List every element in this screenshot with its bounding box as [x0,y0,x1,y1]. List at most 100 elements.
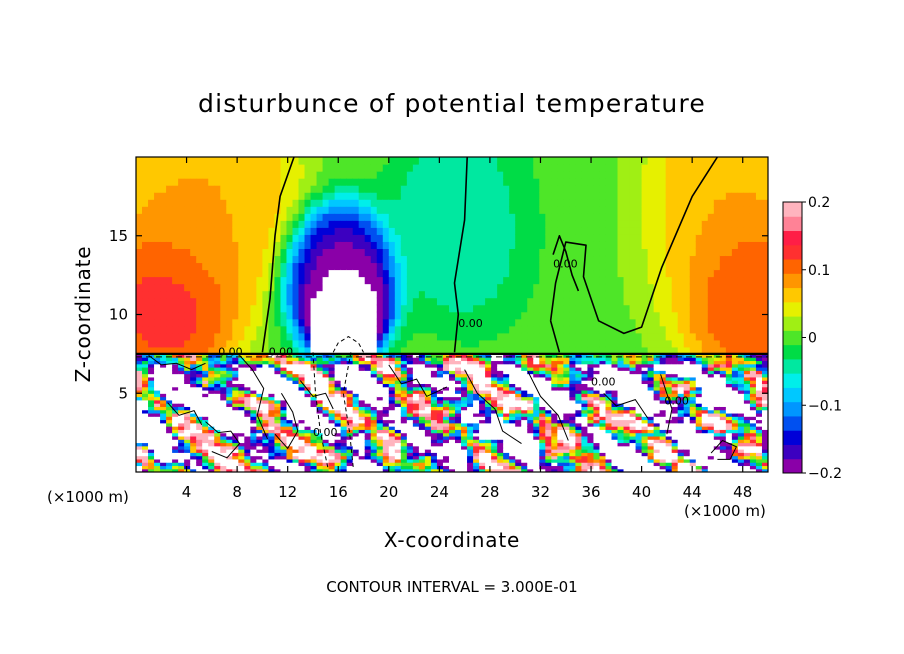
heatmap-cell [557,192,564,200]
heatmap-cell [406,339,414,348]
heatmap-cell [611,248,619,257]
heatmap-cell [509,192,516,200]
heatmap-cell [497,164,504,172]
heatmap-cell [268,445,276,450]
heatmap-cell [214,419,221,424]
heatmap-cell [160,383,167,388]
heatmap-cell [569,227,576,235]
heatmap-cell [268,332,276,341]
heatmap-cell [196,452,203,457]
heatmap-cell [310,416,318,421]
heatmap-cell [695,185,703,193]
heatmap-cell [232,262,239,271]
heatmap-cell [268,458,276,463]
heatmap-cell [430,396,438,401]
heatmap-cell [310,325,318,334]
heatmap-cell [142,346,149,355]
heatmap-cell [581,234,589,242]
heatmap-cell [364,297,372,306]
heatmap-cell [280,367,288,371]
heatmap-cell [208,248,215,257]
heatmap-cell [623,290,631,299]
heatmap-cell [623,192,631,200]
heatmap-cell [461,339,468,348]
heatmap-cell [286,373,294,378]
heatmap-cell [370,213,378,221]
heatmap-cell [340,389,348,394]
heatmap-cell [737,227,745,235]
heatmap-cell [256,318,263,327]
heatmap-cell [262,363,270,368]
heatmap-cell [358,370,366,375]
heatmap-cell [653,304,661,313]
heatmap-cell [322,393,330,398]
heatmap-cell [545,325,552,334]
heatmap-cell [545,248,552,257]
heatmap-cell [352,426,360,430]
heatmap-cell [406,442,414,447]
heatmap-cell [334,199,342,207]
heatmap-cell [304,455,312,460]
heatmap-cell [202,370,209,375]
heatmap-cell [605,157,613,165]
heatmap-cell [473,426,480,430]
heatmap-cell [316,227,324,235]
heatmap-cell [286,445,294,450]
heatmap-cell [467,465,474,470]
heatmap-cell [310,178,318,186]
heatmap-cell [731,206,739,214]
heatmap-cell [382,357,390,362]
heatmap-cell [749,290,757,299]
heatmap-cell [310,192,318,200]
heatmap-cell [539,171,546,179]
heatmap-cell [593,213,601,221]
heatmap-cell [653,297,661,306]
heatmap-cell [172,403,179,407]
heatmap-cell [292,452,300,457]
heatmap-cell [400,283,408,292]
heatmap-cell [304,383,312,388]
heatmap-cell [250,389,257,394]
heatmap-cell [250,276,257,285]
heatmap-cell [358,468,366,472]
heatmap-cell [220,234,227,242]
heatmap-cell [220,439,227,444]
heatmap-cell [178,255,185,264]
heatmap-cell [226,422,233,427]
heatmap-cell [442,157,450,165]
heatmap-cell [611,311,619,320]
heatmap-cell [370,227,378,235]
heatmap-cell [274,445,282,450]
heatmap-cell [400,248,408,257]
heatmap-cell [358,304,366,313]
heatmap-cell [358,380,366,385]
heatmap-cell [424,353,432,358]
heatmap-cell [364,406,372,411]
heatmap-cell [166,393,173,398]
heatmap-cell [316,416,324,421]
heatmap-cell [455,399,462,404]
heatmap-cell [268,262,276,271]
heatmap-cell [569,241,576,250]
heatmap-cell [394,213,402,221]
heatmap-cell [346,376,354,381]
heatmap-cell [725,297,733,306]
heatmap-cell [154,297,161,306]
heatmap-cell [322,360,330,365]
heatmap-cell [503,332,510,341]
heatmap-cell [196,227,203,235]
heatmap-cell [160,465,167,470]
heatmap-cell [436,399,444,404]
heatmap-cell [352,206,360,214]
heatmap-cell [412,346,420,355]
heatmap-cell [142,406,149,411]
heatmap-cell [755,304,763,313]
heatmap-cell [442,255,450,264]
heatmap-cell [298,276,306,285]
heatmap-cell [521,199,528,207]
heatmap-cell [166,178,173,186]
heatmap-cell [370,192,378,200]
heatmap-cell [322,311,330,320]
heatmap-cell [208,199,215,207]
heatmap-cell [178,357,185,362]
